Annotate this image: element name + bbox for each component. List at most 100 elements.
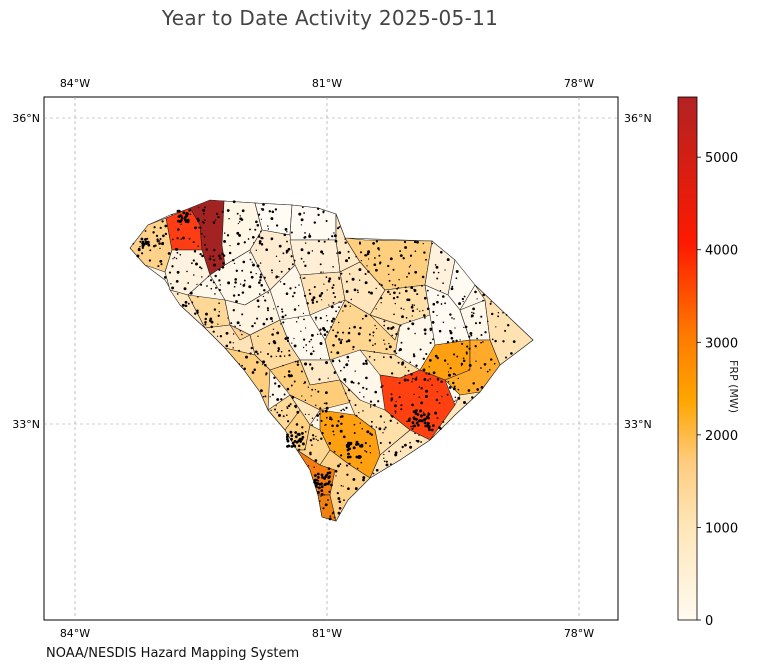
fire-dot <box>328 517 332 521</box>
fire-dot <box>269 396 271 398</box>
fire-dot <box>232 342 234 344</box>
fire-dot <box>319 333 322 335</box>
fire-dot <box>446 393 449 396</box>
fire-dot <box>389 463 392 466</box>
fire-dot <box>355 255 358 258</box>
fire-dot <box>323 402 326 405</box>
fire-dot <box>218 288 221 292</box>
fire-dot <box>346 445 349 449</box>
fire-dot <box>380 386 383 389</box>
fire-dot <box>323 333 327 337</box>
fire-dot <box>241 364 244 367</box>
fire-dot <box>189 291 193 295</box>
fire-dot <box>255 272 257 275</box>
fire-dot <box>291 263 294 266</box>
fire-dot <box>197 206 200 209</box>
fire-dot <box>275 224 279 227</box>
fire-dot <box>277 349 280 353</box>
fire-dot <box>314 316 318 319</box>
fire-dot <box>295 321 298 323</box>
fire-dot <box>374 324 376 327</box>
fire-dot <box>201 254 204 258</box>
fire-dot <box>213 263 216 267</box>
fire-dot <box>380 302 382 304</box>
fire-dot <box>328 490 331 493</box>
fire-dot <box>210 320 214 324</box>
fire-dot <box>199 252 202 256</box>
fire-dot <box>419 410 422 413</box>
fire-dot <box>476 388 480 391</box>
fire-dot <box>416 413 420 416</box>
fire-dot <box>412 353 415 356</box>
fire-dot <box>300 248 304 252</box>
fire-dot <box>185 211 189 215</box>
fire-dot <box>325 220 328 222</box>
fire-dot <box>369 406 372 408</box>
fire-dot <box>465 403 468 405</box>
fire-dot <box>328 471 332 475</box>
fire-dot <box>428 366 430 368</box>
fire-dot <box>464 325 468 329</box>
fire-dot <box>370 433 374 436</box>
fire-dot <box>300 370 303 373</box>
fire-dot <box>320 292 324 295</box>
svg-text:78°W: 78°W <box>564 77 594 90</box>
fire-dot <box>388 441 392 444</box>
fire-dot <box>282 321 285 324</box>
fire-dot <box>394 410 397 413</box>
fire-dot <box>193 274 195 276</box>
fire-dot <box>367 258 370 260</box>
fire-dot <box>493 362 496 365</box>
fire-dot <box>319 328 322 331</box>
fire-dot <box>294 406 297 409</box>
fire-dot <box>262 360 266 364</box>
fire-dot <box>179 253 182 256</box>
fire-dot <box>327 377 329 379</box>
fire-dot <box>471 311 473 314</box>
fire-dot <box>348 327 351 329</box>
fire-dot <box>474 322 478 325</box>
fire-dot <box>158 242 161 245</box>
fire-dot <box>341 338 343 341</box>
fire-dot <box>331 359 335 363</box>
fire-dot <box>455 339 458 342</box>
fire-dot <box>370 404 372 406</box>
fire-dot <box>364 314 368 318</box>
fire-dot <box>362 362 365 366</box>
fire-dot <box>403 378 407 382</box>
colorbar <box>677 96 698 621</box>
fire-dot <box>170 283 172 285</box>
fire-dot <box>395 352 398 354</box>
fire-dot <box>164 224 168 228</box>
fire-dot <box>303 381 307 384</box>
fire-dot <box>294 435 298 439</box>
fire-dot <box>387 273 390 276</box>
fire-dot <box>192 259 195 262</box>
fire-dot <box>235 269 238 272</box>
fire-dot <box>388 345 392 349</box>
credit-text: NOAA/NESDIS Hazard Mapping System <box>46 646 300 661</box>
fire-dot <box>259 262 262 264</box>
fire-dot <box>194 312 197 315</box>
fire-dot <box>444 302 447 305</box>
fire-dot <box>497 311 500 314</box>
fire-dot <box>448 386 452 389</box>
fire-dot <box>487 320 489 323</box>
fire-dot <box>427 372 431 375</box>
fire-dot <box>468 369 470 371</box>
fire-dot <box>347 250 350 253</box>
fire-dot <box>402 257 405 260</box>
fire-dot <box>349 441 353 445</box>
fire-dot <box>250 275 254 279</box>
fire-dot <box>301 206 304 209</box>
fire-dot <box>379 415 383 418</box>
fire-dot <box>257 305 260 308</box>
fire-dot <box>249 228 251 231</box>
fire-dot <box>423 377 427 381</box>
fire-dot <box>421 275 425 279</box>
svg-text:81°W: 81°W <box>312 627 342 640</box>
fire-dot <box>148 259 152 262</box>
county-chester <box>289 239 341 276</box>
fire-dot <box>264 395 267 398</box>
fire-dot <box>339 429 343 433</box>
